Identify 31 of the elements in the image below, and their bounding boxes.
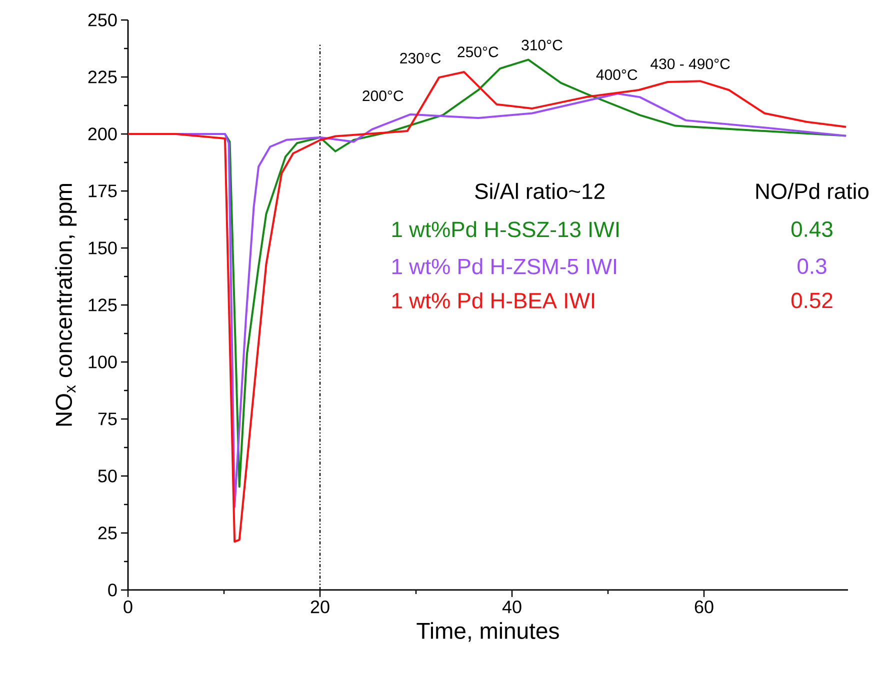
annotation: 200°C xyxy=(362,90,404,102)
annotation: 230°C xyxy=(400,52,441,64)
y-tick-label: 225 xyxy=(88,70,117,84)
y-tick-label: 175 xyxy=(88,184,117,198)
annotation: 400°C xyxy=(596,69,638,80)
y-tick-label: 100 xyxy=(88,356,117,368)
x-tick-label: 40 xyxy=(502,600,522,614)
annotation: 430 - 490°C xyxy=(650,58,730,70)
annotation: 250°C xyxy=(458,46,498,58)
x-tick-label: 60 xyxy=(694,600,714,614)
text: 1 wt%Pd H-SSZ-13 IWI xyxy=(392,221,619,238)
y-tick-label: 50 xyxy=(98,470,117,482)
y-tick-label: 75 xyxy=(98,412,117,426)
y-axis-title: NO$_{x}$ concentration, ppm xyxy=(55,184,77,426)
y-tick-label: 125 xyxy=(88,298,117,312)
x-tick-label: 0 xyxy=(124,600,132,614)
text: 1 wt% Pd H-ZSM-5 IWI xyxy=(392,258,616,274)
annotation: 0.3 xyxy=(798,258,826,274)
annotation: 0.52 xyxy=(791,292,832,308)
y-tick-label: 250 xyxy=(88,14,117,26)
text: 1 wt% Pd H-BEA IWI xyxy=(392,292,594,309)
x-axis-title: Time, minutes xyxy=(416,622,559,642)
x-tick-label: 20 xyxy=(310,600,330,614)
y-tick-label: 150 xyxy=(88,242,117,254)
y-tick-label: 0 xyxy=(108,584,117,596)
annotation: 0.43 xyxy=(791,221,832,237)
y-tick-label: 25 xyxy=(98,526,117,540)
y-tick-label: 200 xyxy=(88,128,117,140)
annotation: NO/Pd ratio xyxy=(756,182,869,200)
legend-title: Si/Al ratio~12 xyxy=(475,182,604,200)
annotation: 310°C xyxy=(522,40,562,50)
